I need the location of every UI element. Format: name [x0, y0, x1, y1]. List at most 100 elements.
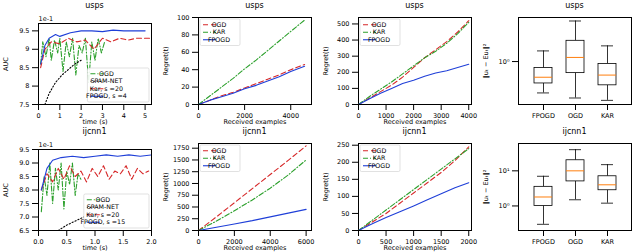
svg-text:FPOGD: FPOGD	[532, 112, 555, 120]
svg-text:FPOGD, s =15: FPOGD, s =15	[80, 218, 125, 225]
svg-text:OGD: OGD	[372, 21, 387, 28]
svg-text:7.0: 7.0	[19, 213, 29, 221]
html-text:usps: usps	[85, 1, 104, 10]
svg-text:6.5: 6.5	[19, 227, 29, 235]
svg-text:0.5: 0.5	[62, 238, 72, 246]
svg-text:80: 80	[181, 31, 189, 39]
svg-text:5: 5	[143, 112, 147, 120]
svg-text:200: 200	[337, 158, 349, 166]
svg-text:9: 9	[25, 45, 29, 53]
svg-text:40: 40	[181, 66, 189, 74]
svg-text:10⁰: 10⁰	[499, 58, 510, 66]
svg-text:200: 200	[337, 68, 349, 76]
svg-text:50: 50	[341, 210, 349, 218]
svg-text:FPOGD: FPOGD	[532, 238, 555, 246]
svg-text:0.0: 0.0	[33, 238, 43, 246]
svg-text:1250: 1250	[173, 168, 190, 176]
svg-text:Regret(t): Regret(t)	[162, 172, 170, 201]
svg-text:300: 300	[337, 52, 349, 60]
svg-text:Kar, s =20: Kar, s =20	[90, 85, 123, 92]
svg-text:time (s): time (s)	[82, 244, 107, 252]
svg-text:150: 150	[337, 175, 349, 183]
svg-text:OGD: OGD	[212, 147, 227, 154]
svg-text:0: 0	[196, 238, 200, 246]
svg-text:AUC: AUC	[2, 183, 10, 197]
svg-text:SPAM-NET: SPAM-NET	[87, 203, 119, 210]
svg-text:OGD: OGD	[568, 238, 583, 246]
svg-text:1750: 1750	[173, 144, 190, 152]
svg-text:7.5: 7.5	[19, 101, 29, 109]
svg-text:1500: 1500	[173, 156, 190, 164]
svg-text:KAR: KAR	[213, 28, 226, 35]
svg-text:100: 100	[337, 84, 349, 92]
svg-text:9.0: 9.0	[19, 159, 29, 167]
svg-text:Regret(t): Regret(t)	[322, 172, 330, 201]
svg-text:8: 8	[25, 82, 29, 90]
svg-text:1.5: 1.5	[118, 238, 128, 246]
svg-text:10⁰: 10⁰	[499, 202, 510, 210]
svg-text:100: 100	[177, 14, 189, 22]
svg-text:KAR: KAR	[373, 154, 386, 161]
svg-text:7.5: 7.5	[19, 200, 29, 208]
svg-text:8.5: 8.5	[19, 173, 29, 181]
svg-text:FPOGD: FPOGD	[208, 162, 230, 169]
svg-text:250: 250	[337, 141, 349, 149]
svg-text:8.0: 8.0	[19, 186, 29, 194]
svg-text:FPOGD: FPOGD	[368, 36, 390, 43]
svg-text:10¹: 10¹	[499, 167, 510, 175]
svg-text:KAR: KAR	[373, 28, 386, 35]
svg-text:60: 60	[181, 48, 189, 56]
svg-text:1e-1: 1e-1	[39, 141, 54, 149]
svg-text:0: 0	[356, 112, 360, 120]
svg-text:time (s): time (s)	[82, 118, 107, 126]
svg-text:1000: 1000	[173, 180, 190, 188]
svg-text:FPOGD: FPOGD	[208, 36, 230, 43]
svg-text:Received examples: Received examples	[223, 118, 287, 126]
svg-text:2.0: 2.0	[146, 238, 156, 246]
svg-text:KAR: KAR	[601, 112, 615, 120]
svg-text:2000: 2000	[460, 238, 477, 246]
svg-text:‖uₜ − Euₜ‖²: ‖uₜ − Euₜ‖²	[482, 169, 490, 204]
svg-text:250: 250	[177, 215, 189, 223]
svg-text:Received examples: Received examples	[223, 244, 287, 252]
svg-text:9.5: 9.5	[19, 146, 29, 154]
svg-text:4: 4	[122, 112, 126, 120]
svg-text:0: 0	[356, 238, 360, 246]
html-text:usps: usps	[245, 1, 264, 10]
svg-text:OGD: OGD	[568, 112, 583, 120]
svg-text:750: 750	[177, 191, 189, 199]
svg-text:Kar, s =20: Kar, s =20	[86, 211, 119, 218]
svg-text:0: 0	[196, 112, 200, 120]
svg-text:500: 500	[177, 203, 189, 211]
svg-text:4000: 4000	[460, 112, 477, 120]
svg-text:1: 1	[58, 112, 62, 120]
svg-text:AUC: AUC	[2, 57, 10, 71]
svg-text:OGD: OGD	[99, 70, 114, 77]
svg-text:0: 0	[185, 227, 189, 235]
svg-text:500: 500	[337, 20, 349, 28]
svg-text:20: 20	[181, 83, 189, 91]
svg-text:400: 400	[337, 36, 349, 44]
svg-text:Regret(t): Regret(t)	[162, 46, 170, 75]
svg-text:OGD: OGD	[95, 196, 110, 203]
svg-text:8.5: 8.5	[19, 64, 29, 72]
svg-text:OGD: OGD	[212, 21, 227, 28]
svg-text:FPOGD, s =4: FPOGD, s =4	[86, 92, 127, 99]
svg-text:OGD: OGD	[372, 147, 387, 154]
svg-text:0: 0	[36, 112, 40, 120]
svg-text:0: 0	[345, 227, 349, 235]
svg-text:SPAM-NET: SPAM-NET	[90, 77, 122, 84]
svg-text:100: 100	[337, 192, 349, 200]
svg-text:9.5: 9.5	[19, 27, 29, 35]
svg-text:0: 0	[185, 101, 189, 109]
svg-text:1e-1: 1e-1	[39, 15, 54, 23]
svg-text:KAR: KAR	[601, 238, 615, 246]
svg-text:Regret(t): Regret(t)	[322, 46, 330, 75]
svg-text:‖uₜ − Euₜ‖²: ‖uₜ − Euₜ‖²	[482, 43, 490, 78]
svg-text:Received examples: Received examples	[383, 244, 447, 252]
svg-text:FPOGD: FPOGD	[368, 162, 390, 169]
svg-text:0: 0	[345, 101, 349, 109]
svg-text:6000: 6000	[298, 238, 315, 246]
svg-text:KAR: KAR	[213, 154, 226, 161]
svg-text:Received examples: Received examples	[383, 118, 447, 126]
